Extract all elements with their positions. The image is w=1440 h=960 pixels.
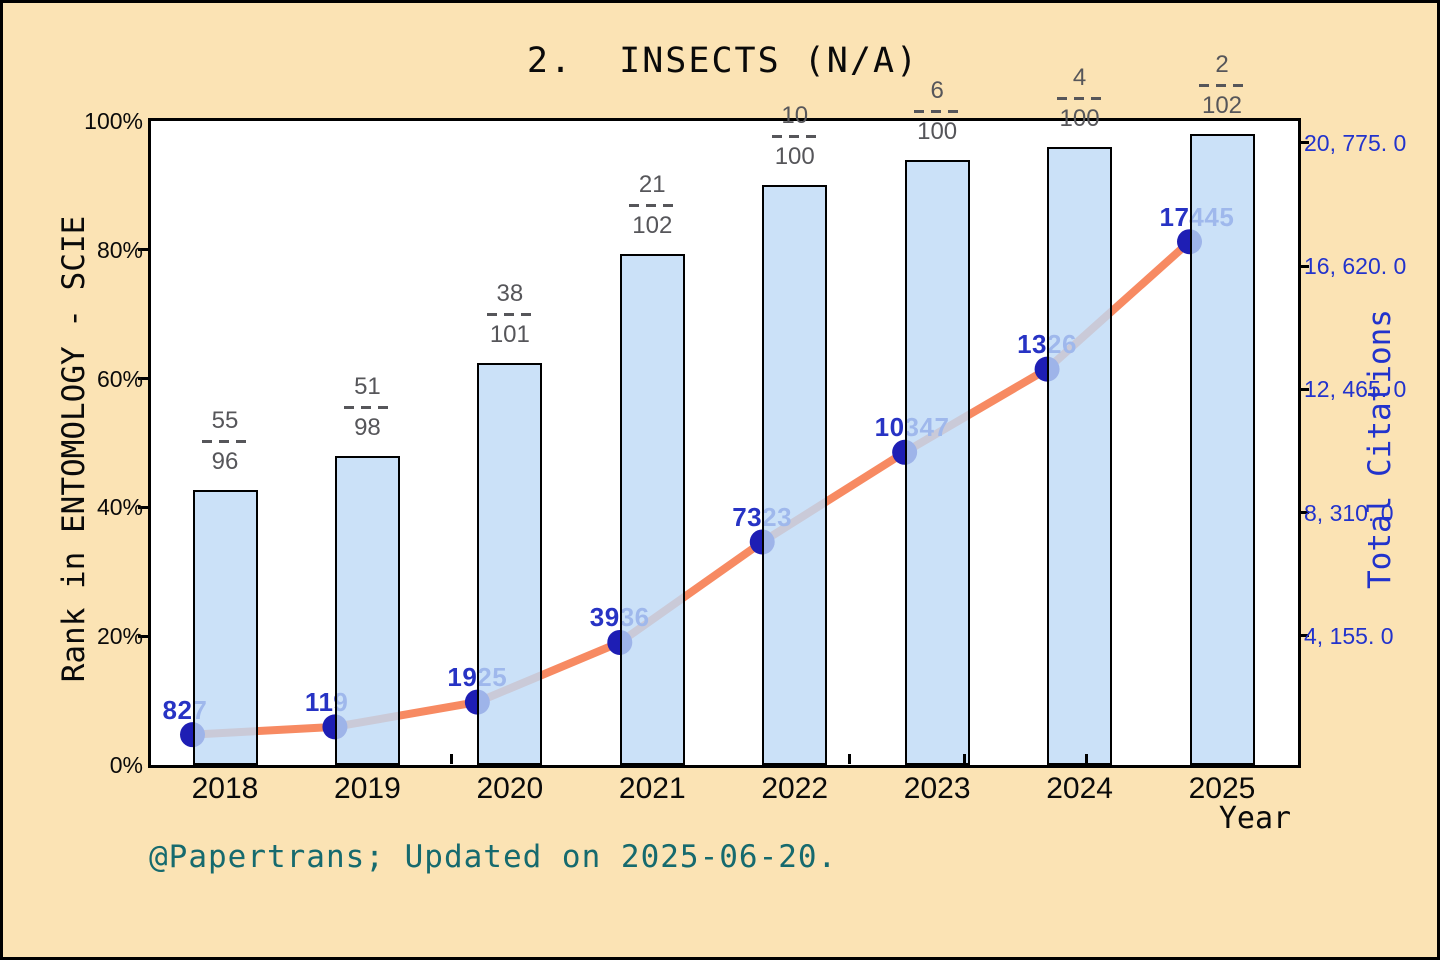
rank-fraction: 6 100 (887, 77, 987, 146)
rank-fraction-numerator: 10 (781, 102, 809, 130)
chart-title: 2. INSECTS (N/A) (526, 41, 920, 81)
right-tick-mark (1298, 141, 1309, 145)
right-tick-label: 20, 775. 0 (1304, 129, 1407, 156)
rank-bar (762, 185, 828, 765)
rank-fraction-denominator: 100 (774, 143, 815, 171)
rank-fraction-numerator: 51 (354, 373, 381, 401)
right-tick-mark (1298, 511, 1309, 515)
rank-fraction: 2 102 (1172, 51, 1272, 120)
rank-bar (192, 489, 258, 765)
right-tick-mark (1298, 634, 1309, 638)
right-tick-label: 4, 155. 0 (1304, 622, 1394, 649)
x-tick-label: 2021 (618, 772, 686, 805)
right-tick-mark (1298, 387, 1309, 391)
rank-fraction-numerator: 38 (496, 280, 524, 308)
right-tick-label: 12, 465. 0 (1304, 376, 1407, 403)
rank-bar (477, 363, 543, 765)
rank-bar (1047, 146, 1113, 765)
rank-fraction: 10 100 (745, 102, 845, 171)
left-tick-mark (138, 505, 151, 509)
fraction-bar-dash (1199, 83, 1245, 87)
rank-fraction-denominator: 100 (917, 117, 958, 145)
left-axis-title: Rank in ENTOMOLOGY - SCIE (56, 215, 92, 683)
fraction-bar-dash (344, 406, 391, 410)
rank-bar (904, 159, 970, 765)
watermark-footer: @Papertrans; Updated on 2025-06-20. (149, 839, 838, 875)
rank-fraction: 55 96 (175, 407, 275, 476)
rank-fraction: 51 98 (317, 373, 417, 442)
rank-fraction: 21 102 (602, 171, 702, 240)
x-tick-label: 2018 (191, 772, 259, 805)
bottom-minor-tick-mark (449, 754, 453, 764)
right-tick-label: 16, 620. 0 (1304, 253, 1407, 280)
x-tick-label: 2020 (476, 772, 544, 805)
rank-fraction-denominator: 98 (354, 414, 381, 442)
left-tick-label: 80% (96, 236, 143, 263)
x-axis-title: Year (1218, 801, 1292, 836)
x-tick-label: 2019 (334, 772, 401, 805)
right-axis-title: Total Citations (1362, 309, 1398, 589)
rank-fraction-denominator: 100 (1059, 104, 1100, 132)
left-tick-label: 20% (96, 623, 143, 650)
left-tick-label: 0% (109, 752, 143, 778)
fraction-bar-dash (914, 109, 961, 113)
bottom-minor-tick-mark (847, 754, 851, 764)
fraction-bar-dash (1056, 96, 1103, 100)
plot-area (151, 121, 1298, 765)
left-tick-mark (138, 248, 151, 252)
x-tick-label: 2023 (903, 772, 971, 805)
rank-bar (1189, 133, 1255, 765)
fraction-bar-dash (629, 203, 676, 207)
rank-fraction-numerator: 55 (211, 406, 239, 434)
right-tick-mark (1298, 264, 1309, 268)
left-tick-label: 40% (96, 494, 143, 521)
rank-bar (619, 253, 685, 765)
left-tick-mark (138, 377, 151, 381)
rank-fraction: 38 101 (460, 280, 560, 349)
rank-fraction-denominator: 101 (489, 321, 530, 349)
x-tick-label: 2022 (761, 772, 829, 805)
left-tick-label: 60% (96, 365, 143, 392)
left-tick-mark (138, 634, 151, 638)
right-tick-label: 8, 310. 0 (1304, 499, 1394, 526)
x-tick-label: 2024 (1046, 772, 1113, 805)
bottom-minor-tick-mark (962, 754, 966, 764)
left-tick-label: 100% (84, 108, 143, 134)
rank-fraction-denominator: 102 (1201, 91, 1243, 119)
fraction-bar-dash (771, 135, 818, 139)
bottom-minor-tick-mark (1084, 754, 1088, 764)
rank-fraction-numerator: 6 (930, 76, 944, 104)
rank-fraction-numerator: 4 (1072, 63, 1087, 91)
rank-fraction-denominator: 96 (211, 447, 239, 475)
rank-fraction-denominator: 102 (632, 211, 673, 239)
rank-fraction-numerator: 21 (638, 170, 666, 198)
rank-fraction-numerator: 2 (1215, 50, 1229, 78)
rank-bar (334, 456, 400, 765)
x-tick-label: 2025 (1188, 772, 1256, 805)
fraction-bar-dash (202, 439, 248, 443)
fraction-bar-dash (486, 313, 533, 317)
